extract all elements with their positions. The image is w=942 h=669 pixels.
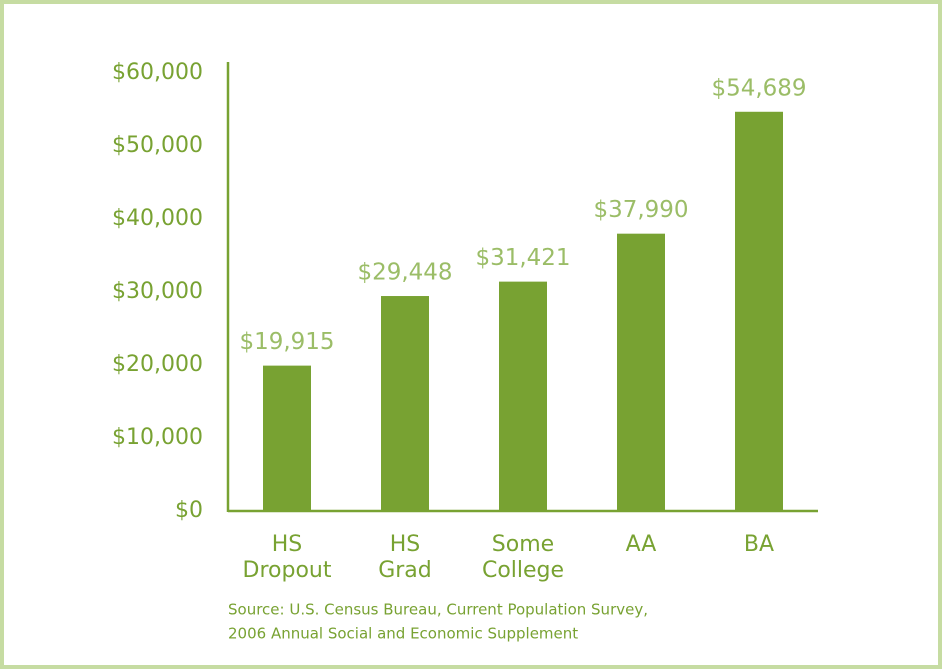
bar [381, 296, 429, 511]
bar [263, 365, 311, 511]
y-tick-label: $20,000 [112, 352, 203, 377]
value-label: $54,689 [711, 75, 806, 101]
y-tick-label: $40,000 [112, 206, 203, 231]
bar [735, 111, 783, 512]
value-label: $19,915 [239, 329, 334, 355]
y-tick-label: $30,000 [112, 279, 203, 304]
value-label: $37,990 [593, 197, 688, 223]
bar [499, 281, 547, 511]
x-tick-label: BA [744, 532, 774, 557]
x-tick-label: HS Dropout [243, 532, 332, 583]
y-tick-label: $10,000 [112, 425, 203, 450]
source-note: 2006 Annual Social and Economic Suppleme… [228, 625, 578, 643]
bar [617, 233, 665, 511]
y-tick-label: $60,000 [112, 60, 203, 85]
source-note: Source: U.S. Census Bureau, Current Popu… [228, 601, 648, 619]
value-label: $31,421 [475, 245, 570, 271]
x-tick-label: Some College [482, 532, 564, 583]
y-tick-label: $0 [175, 498, 203, 523]
y-tick-label: $50,000 [112, 133, 203, 158]
x-tick-label: HS Grad [378, 532, 432, 583]
value-label: $29,448 [357, 260, 452, 286]
x-tick-label: AA [626, 532, 657, 557]
